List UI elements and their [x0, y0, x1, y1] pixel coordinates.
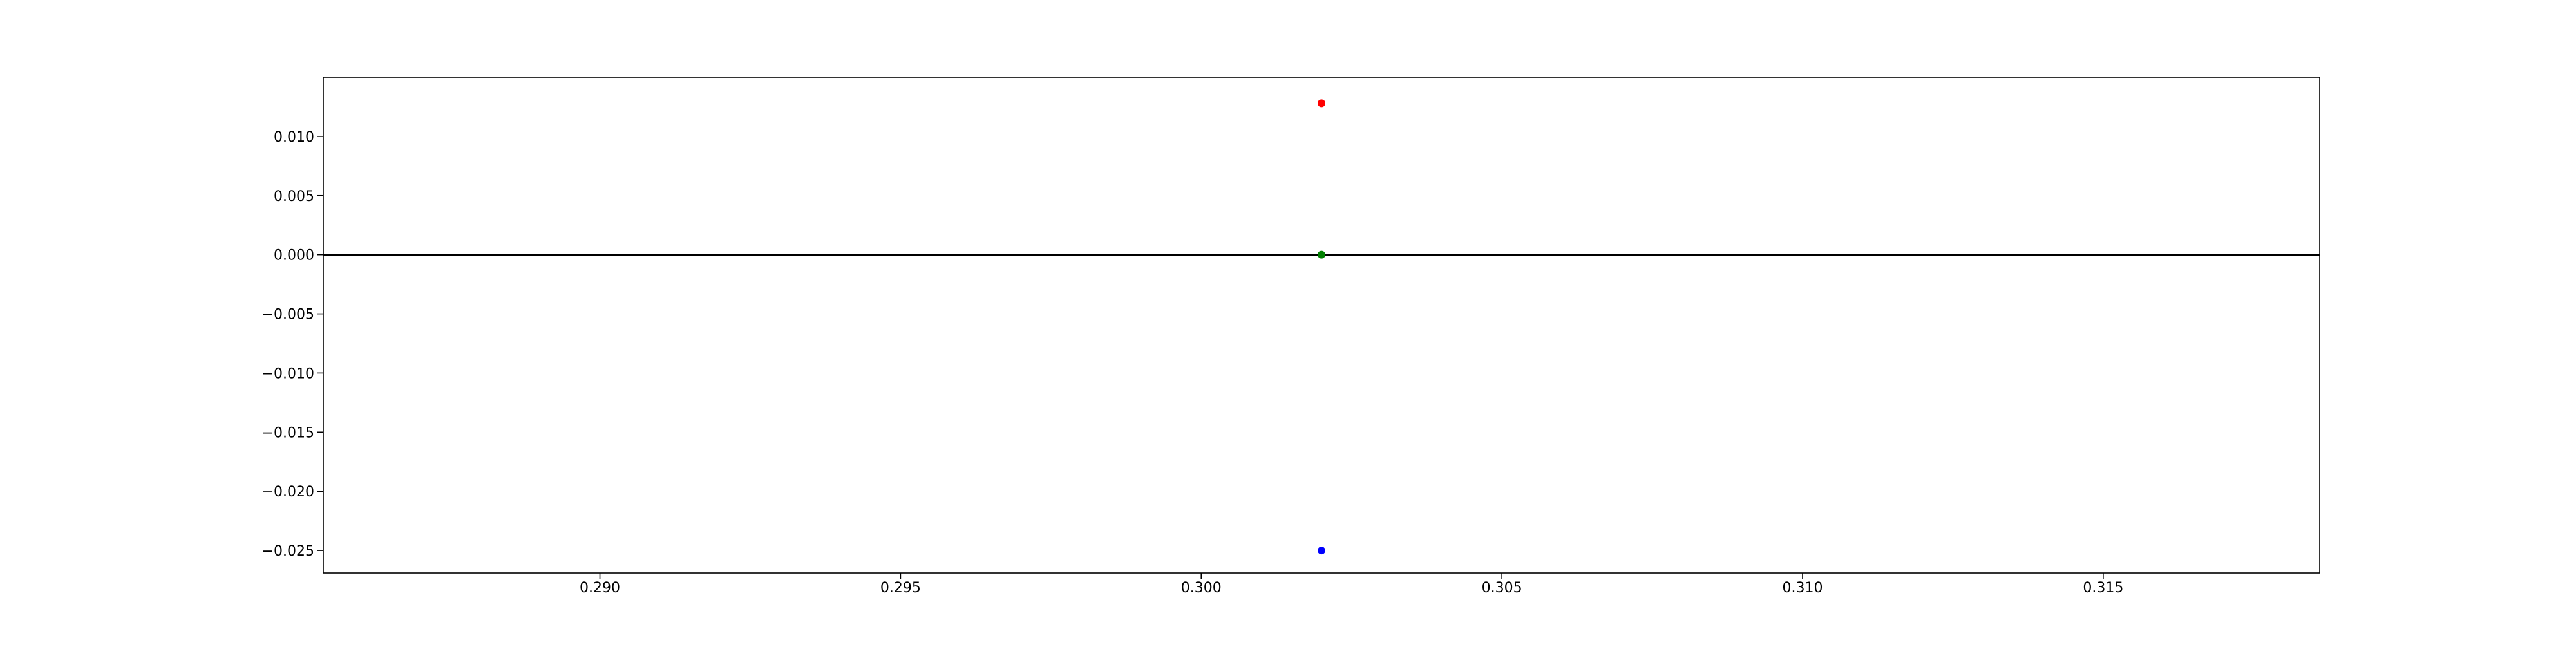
x-tick-label: 0.300	[1181, 580, 1222, 596]
y-tick-label: −0.020	[262, 484, 314, 500]
x-tick-label: 0.315	[2083, 580, 2123, 596]
x-tick-label: 0.290	[580, 580, 620, 596]
y-tick-label: −0.005	[262, 307, 314, 323]
y-tick-label: 0.005	[274, 189, 314, 205]
plot-frame	[323, 77, 2320, 574]
blue-data-point	[1318, 547, 1325, 555]
y-tick-label: −0.025	[262, 543, 314, 559]
y-tick-label: 0.010	[274, 129, 314, 145]
y-tick-label: −0.010	[262, 366, 314, 382]
axis-layer: 0.290 0.295 0.300 0.305 0.310 0.315 0.010 0.005…	[262, 77, 2320, 596]
x-tick-label: 0.310	[1782, 580, 1823, 596]
x-tick-label: 0.295	[880, 580, 921, 596]
y-tick-label: −0.015	[262, 425, 314, 441]
plot-layer	[323, 99, 2320, 555]
green-data-point	[1318, 250, 1325, 259]
y-tick-label: 0.000	[274, 248, 314, 264]
x-tick-label: 0.305	[1482, 580, 1522, 596]
red-data-point	[1318, 99, 1325, 108]
